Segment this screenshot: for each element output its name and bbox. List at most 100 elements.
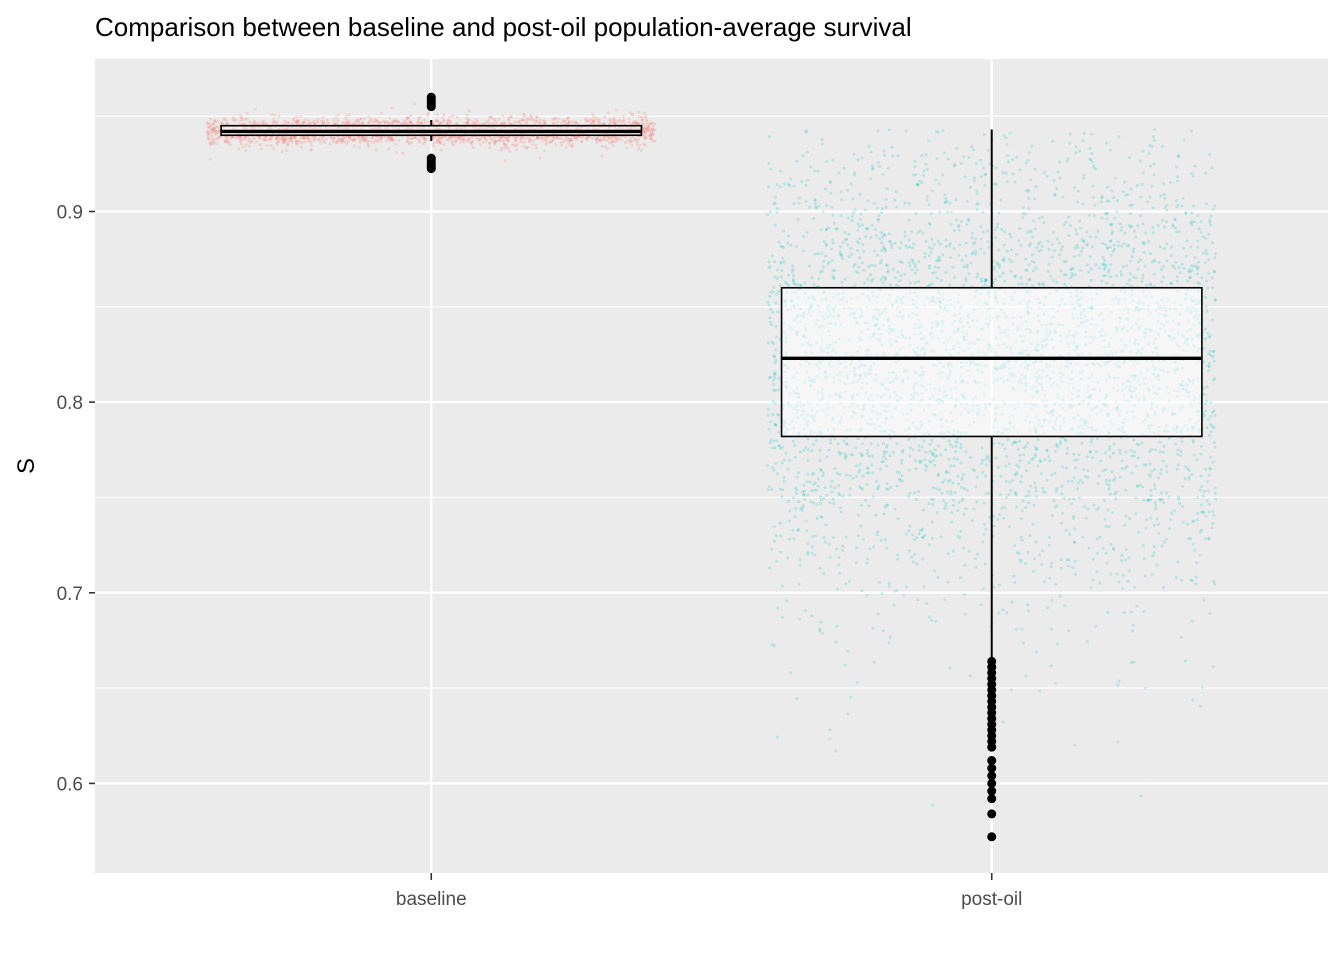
jitter-point <box>507 121 511 125</box>
jitter-point <box>981 210 985 214</box>
jitter-point <box>1209 423 1213 427</box>
jitter-point <box>1108 492 1112 496</box>
jitter-point <box>1064 273 1068 277</box>
jitter-point <box>522 140 526 144</box>
jitter-point <box>1123 558 1127 562</box>
jitter-point <box>227 139 231 143</box>
jitter-point <box>341 139 345 143</box>
jitter-point <box>1149 283 1153 287</box>
jitter-point <box>1010 260 1014 264</box>
jitter-point <box>647 124 651 128</box>
jitter-point <box>257 121 261 125</box>
jitter-point <box>845 237 849 241</box>
jitter-point <box>839 245 842 249</box>
jitter-point <box>493 140 497 144</box>
jitter-point <box>848 580 851 583</box>
jitter-point <box>1190 579 1194 583</box>
jitter-point <box>964 241 968 245</box>
jitter-point <box>495 139 499 143</box>
jitter-point <box>810 551 814 555</box>
jitter-point <box>838 493 842 497</box>
jitter-point <box>920 529 924 532</box>
jitter-point <box>238 137 242 141</box>
jitter-point <box>839 451 843 455</box>
jitter-point <box>580 139 584 143</box>
jitter-point <box>594 137 598 141</box>
jitter-point <box>454 140 458 144</box>
jitter-point <box>503 146 507 150</box>
jitter-point <box>982 501 986 505</box>
jitter-point <box>290 122 294 126</box>
jitter-point <box>1134 235 1138 239</box>
jitter-point <box>1008 462 1011 466</box>
jitter-point <box>816 477 820 481</box>
jitter-point <box>888 436 892 440</box>
jitter-point <box>981 540 985 544</box>
jitter-point <box>984 278 988 282</box>
jitter-point <box>822 265 826 269</box>
jitter-point <box>767 266 771 270</box>
jitter-point <box>297 120 301 124</box>
jitter-point <box>1190 223 1194 227</box>
jitter-point <box>996 222 1000 226</box>
jitter-point <box>341 138 345 142</box>
jitter-point <box>1033 557 1037 561</box>
jitter-point <box>258 137 262 141</box>
jitter-point <box>1034 489 1038 493</box>
jitter-point <box>1188 270 1192 274</box>
jitter-point <box>651 127 654 131</box>
jitter-point <box>213 132 217 136</box>
jitter-point <box>607 135 611 139</box>
jitter-point <box>590 118 594 122</box>
jitter-point <box>275 120 279 124</box>
jitter-point <box>957 253 960 257</box>
jitter-point <box>1107 483 1111 487</box>
jitter-point <box>907 261 911 265</box>
jitter-point <box>416 117 420 120</box>
jitter-point <box>935 157 939 161</box>
jitter-point <box>519 136 523 140</box>
jitter-point <box>1093 204 1097 207</box>
jitter-point <box>865 226 868 230</box>
jitter-point <box>820 498 824 502</box>
jitter-point <box>542 119 546 123</box>
jitter-point <box>329 136 333 139</box>
jitter-point <box>1211 286 1215 290</box>
jitter-point <box>892 451 896 454</box>
jitter-point <box>598 122 602 126</box>
jitter-point <box>1078 149 1081 153</box>
jitter-point <box>420 121 424 125</box>
jitter-point <box>269 144 273 147</box>
jitter-point <box>498 139 502 143</box>
jitter-point <box>987 459 991 463</box>
jitter-point <box>925 465 929 469</box>
jitter-point <box>431 137 435 141</box>
jitter-point <box>777 413 781 417</box>
jitter-point <box>1191 520 1195 524</box>
jitter-point <box>614 108 618 112</box>
jitter-point <box>855 474 858 478</box>
jitter-point <box>1032 219 1036 223</box>
jitter-point <box>619 120 623 124</box>
jitter-point <box>781 445 785 449</box>
jitter-point <box>1208 467 1212 471</box>
jitter-point <box>575 137 579 141</box>
jitter-point <box>810 449 814 453</box>
jitter-point <box>1001 720 1005 724</box>
jitter-point <box>1069 276 1073 280</box>
jitter-point <box>625 146 629 150</box>
jitter-point <box>423 138 427 142</box>
jitter-point <box>858 468 862 472</box>
jitter-point <box>889 283 893 287</box>
jitter-point <box>858 192 862 196</box>
jitter-point <box>649 122 653 125</box>
jitter-point <box>1037 242 1040 246</box>
jitter-point <box>641 118 645 122</box>
jitter-point <box>1142 498 1146 502</box>
jitter-point <box>478 137 482 141</box>
jitter-point <box>787 234 790 238</box>
jitter-point <box>927 254 931 258</box>
jitter-point <box>493 118 497 122</box>
jitter-point <box>508 149 512 153</box>
jitter-point <box>528 118 532 122</box>
